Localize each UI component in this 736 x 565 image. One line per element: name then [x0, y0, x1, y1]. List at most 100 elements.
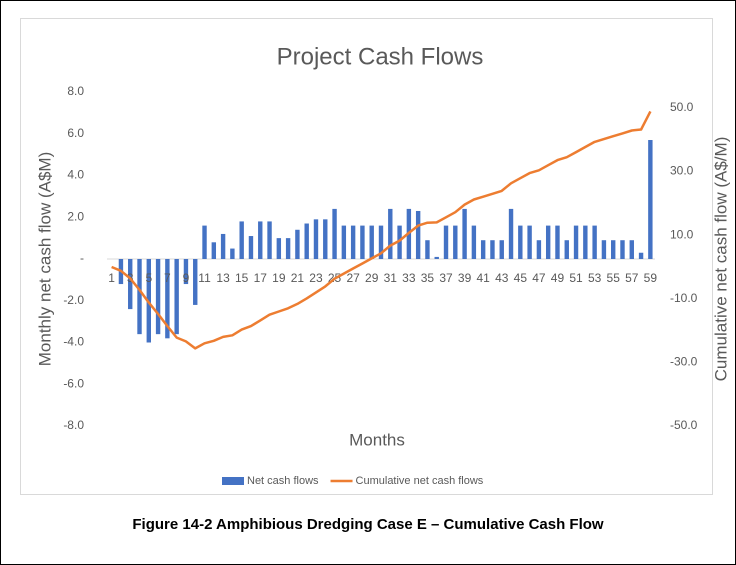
bar: [258, 221, 263, 259]
y-tick-label: -2.0: [63, 293, 84, 307]
legend-label: Cumulative net cash flows: [356, 475, 484, 487]
bar: [369, 225, 374, 259]
x-tick-label: 41: [476, 271, 490, 285]
bar: [341, 225, 347, 259]
bar: [323, 219, 328, 259]
y-tick-label: 6.0: [67, 126, 84, 140]
bar: [555, 225, 560, 259]
bar: [629, 240, 634, 259]
bar: [202, 225, 207, 259]
bar: [248, 236, 254, 259]
bar: [620, 240, 625, 259]
bar: [527, 225, 532, 259]
bar: [137, 259, 142, 335]
bar: [564, 240, 569, 259]
line: [111, 110, 652, 350]
x-tick-label: 15: [235, 271, 249, 285]
x-tick-label: 17: [254, 271, 268, 285]
bar: [211, 242, 217, 259]
x-tick-label: 37: [439, 271, 453, 285]
bar: [462, 208, 467, 259]
y2-axis-title: Cumulative net cash flow (A$/M): [711, 137, 730, 382]
bar: [332, 208, 337, 259]
x-tick-label: 21: [291, 271, 305, 285]
bar: [601, 240, 607, 259]
x-tick-label: 57: [625, 271, 639, 285]
caption: Figure 14-2 Amphibious Dredging Case E –…: [132, 516, 604, 533]
x-tick-label: 45: [514, 271, 528, 285]
bar: [230, 248, 235, 259]
bar: [508, 208, 514, 259]
y-tick-label: -: [80, 251, 84, 265]
x-tick-label: 35: [421, 271, 435, 285]
bar: [313, 219, 319, 259]
y-tick-label: -6.0: [63, 376, 84, 390]
bar: [490, 240, 495, 259]
x-tick-label: 33: [402, 271, 416, 285]
bar: [165, 259, 170, 339]
y2-tick-label: 10.0: [670, 227, 694, 241]
bar: [583, 225, 588, 259]
y2-tick-label: -50.0: [670, 418, 698, 432]
bar: [220, 233, 226, 259]
legend-label: Net cash flows: [247, 475, 319, 487]
x-axis-title: Months: [349, 430, 405, 449]
bar: [592, 225, 597, 259]
x-tick-label: 59: [644, 271, 658, 285]
bar: [518, 225, 523, 259]
y-axis-title: Monthly net cash flow (A$M): [35, 152, 54, 366]
bar: [397, 225, 402, 259]
y2-tick-label: -30.0: [670, 355, 698, 369]
bar: [443, 225, 449, 259]
x-tick-label: 1: [108, 271, 115, 285]
bar: [471, 225, 477, 259]
bar: [193, 259, 198, 305]
x-tick-label: 23: [309, 271, 323, 285]
x-tick-label: 43: [495, 271, 509, 285]
bar: [239, 221, 244, 259]
x-tick-label: 29: [365, 271, 379, 285]
x-tick-label: 27: [346, 271, 360, 285]
chart-border: [20, 18, 713, 495]
y-tick-label: 2.0: [67, 209, 84, 223]
x-tick-label: 31: [384, 271, 398, 285]
bar: [267, 221, 272, 259]
bar: [425, 240, 430, 259]
bar: [295, 229, 300, 259]
bar: [638, 252, 644, 259]
x-tick-label: 47: [532, 271, 546, 285]
bar: [480, 240, 486, 259]
bar: [573, 225, 579, 259]
bar: [128, 259, 133, 310]
legend-swatch: [222, 477, 244, 485]
bar: [285, 238, 291, 259]
x-tick-label: 55: [607, 271, 621, 285]
x-tick-label: 51: [569, 271, 583, 285]
bar: [155, 259, 161, 335]
y-tick-label: -8.0: [63, 418, 84, 432]
bar: [415, 210, 421, 259]
bar: [174, 259, 179, 335]
y-tick-label: -4.0: [63, 335, 84, 349]
bar: [183, 259, 189, 285]
x-tick-label: 5: [145, 271, 152, 285]
bar: [453, 225, 458, 259]
x-tick-label: 39: [458, 271, 472, 285]
x-tick-label: 11: [198, 271, 211, 285]
y-tick-label: 8.0: [67, 84, 84, 98]
bar: [611, 240, 616, 259]
x-tick-label: 49: [551, 271, 565, 285]
x-tick-label: 13: [216, 271, 230, 285]
y2-tick-label: 50.0: [670, 100, 694, 114]
bar: [304, 223, 309, 259]
x-tick-label: 9: [183, 271, 190, 285]
bar: [434, 256, 439, 259]
bar: [536, 240, 542, 259]
bar: [545, 225, 551, 259]
bar: [378, 225, 384, 259]
x-tick-label: 19: [272, 271, 286, 285]
bar: [360, 225, 365, 259]
x-tick-label: 53: [588, 271, 602, 285]
bar: [388, 208, 393, 259]
